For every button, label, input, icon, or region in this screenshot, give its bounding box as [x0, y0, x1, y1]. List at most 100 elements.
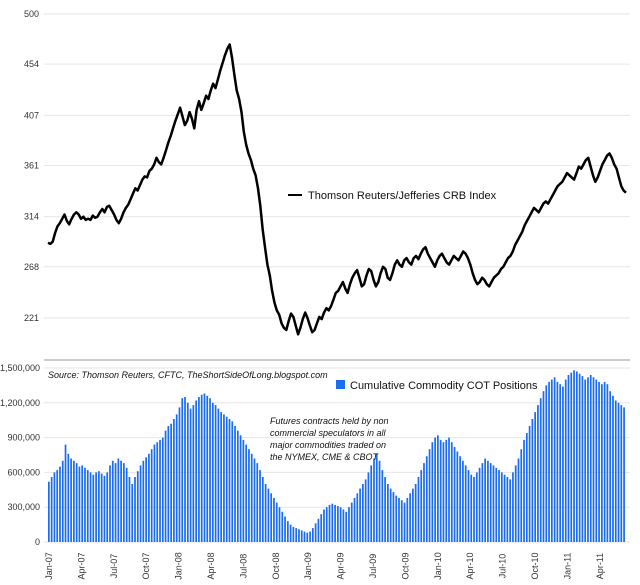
cot-bar: [250, 453, 253, 542]
cot-bar: [259, 470, 261, 542]
cot-bar: [298, 529, 300, 542]
cot-bar: [612, 395, 614, 542]
x-tick-label: Apr-08: [206, 552, 216, 579]
cot-bar: [128, 477, 131, 542]
cot-bar: [534, 412, 537, 542]
cot-bar: [261, 477, 264, 542]
cot-bar: [339, 507, 342, 542]
top-y-tick-label: 221: [24, 313, 39, 323]
bottom-y-tick-label: 1,500,000: [0, 363, 40, 373]
cot-bar: [509, 479, 512, 542]
cot-bar: [86, 470, 89, 542]
cot-bar: [337, 506, 339, 542]
cot-bar: [317, 518, 320, 542]
x-tick-label: Oct-09: [400, 552, 410, 579]
cot-bar: [89, 472, 92, 542]
cot-bar: [487, 460, 489, 542]
cot-bar: [395, 495, 398, 542]
cot-bar: [434, 437, 436, 542]
cot-bar: [592, 377, 595, 542]
cot-bar: [595, 379, 598, 542]
cot-bar: [209, 398, 211, 542]
bottom-y-tick-label: 1,200,000: [0, 398, 40, 408]
bottom-y-tick-label: 0: [35, 537, 40, 547]
cot-annotation: Futures contracts held by non commercial…: [270, 416, 389, 462]
cot-bar: [473, 477, 475, 542]
cot-bar: [98, 471, 100, 542]
cot-bar: [125, 467, 128, 542]
cot-bar: [575, 371, 578, 542]
cot-bar: [550, 379, 553, 542]
cot-bar: [100, 473, 103, 542]
cot-bar: [150, 449, 153, 542]
cot-bar: [356, 493, 359, 542]
cot-bar: [253, 458, 256, 542]
cot-bar: [156, 442, 159, 542]
cot-bar: [292, 526, 295, 542]
cot-bar: [192, 405, 195, 542]
cot-bar: [481, 463, 484, 542]
cot-bar: [359, 488, 361, 542]
x-tick-label: Jan-11: [562, 553, 572, 580]
cot-bar: [264, 484, 267, 542]
cot-bar: [489, 463, 492, 542]
x-tick-label: Apr-10: [465, 552, 475, 579]
cot-bar: [173, 419, 175, 542]
cot-bar: [412, 488, 414, 542]
cot-bar: [120, 460, 122, 542]
cot-bar: [56, 470, 59, 542]
cot-bar: [584, 379, 587, 542]
cot-bar: [206, 395, 209, 542]
cot-bar: [614, 400, 617, 542]
cot-bar: [409, 493, 411, 542]
cot-bar: [420, 470, 423, 542]
cot-bar: [142, 460, 145, 542]
cot-bar: [537, 405, 539, 542]
cot-bar: [606, 384, 609, 542]
cot-bar: [117, 458, 120, 542]
x-tick-label: Oct-07: [141, 552, 151, 579]
cot-bar: [200, 394, 203, 542]
cot-bar: [311, 528, 314, 542]
top-y-tick-label: 500: [24, 9, 39, 19]
cot-bar: [425, 456, 428, 542]
cot-bar: [103, 475, 106, 542]
cot-bar: [67, 453, 70, 542]
cot-bar: [520, 449, 523, 542]
cot-bar: [423, 463, 425, 542]
cot-bar: [320, 514, 323, 542]
x-tick-label: Jul-10: [498, 554, 508, 579]
crb-index-line: [47, 43, 627, 336]
cot-bar: [381, 470, 384, 542]
cot-bar: [539, 398, 542, 542]
cot-bar: [295, 528, 298, 542]
cot-bar: [448, 437, 450, 542]
cot-bar: [170, 423, 172, 542]
cot-bar: [353, 497, 356, 542]
cot-legend-swatch: [336, 380, 345, 389]
cot-bar: [342, 509, 345, 542]
cot-bar: [492, 465, 495, 542]
top-y-tick-label: 314: [24, 212, 39, 222]
cot-bar: [106, 472, 109, 542]
cot-bar: [325, 507, 328, 542]
cot-bar: [95, 472, 97, 542]
cot-bar: [478, 467, 481, 542]
cot-bar: [161, 437, 164, 542]
top-y-ticks: 500 454 407 361 314 268 221: [24, 9, 39, 323]
cot-bar: [525, 433, 528, 542]
cot-bar: [225, 416, 228, 542]
cot-bar: [64, 444, 67, 542]
cot-bar: [617, 402, 620, 542]
cot-bar: [600, 384, 603, 542]
cot-bar: [50, 477, 53, 542]
cot-bar: [306, 532, 309, 542]
cot-bar: [428, 449, 431, 542]
cot-bar: [309, 531, 311, 542]
cot-bars: [48, 370, 625, 542]
cot-bar: [581, 376, 584, 542]
cot-bar: [562, 386, 564, 542]
cot-bar: [406, 497, 409, 542]
cot-bar: [375, 453, 378, 542]
